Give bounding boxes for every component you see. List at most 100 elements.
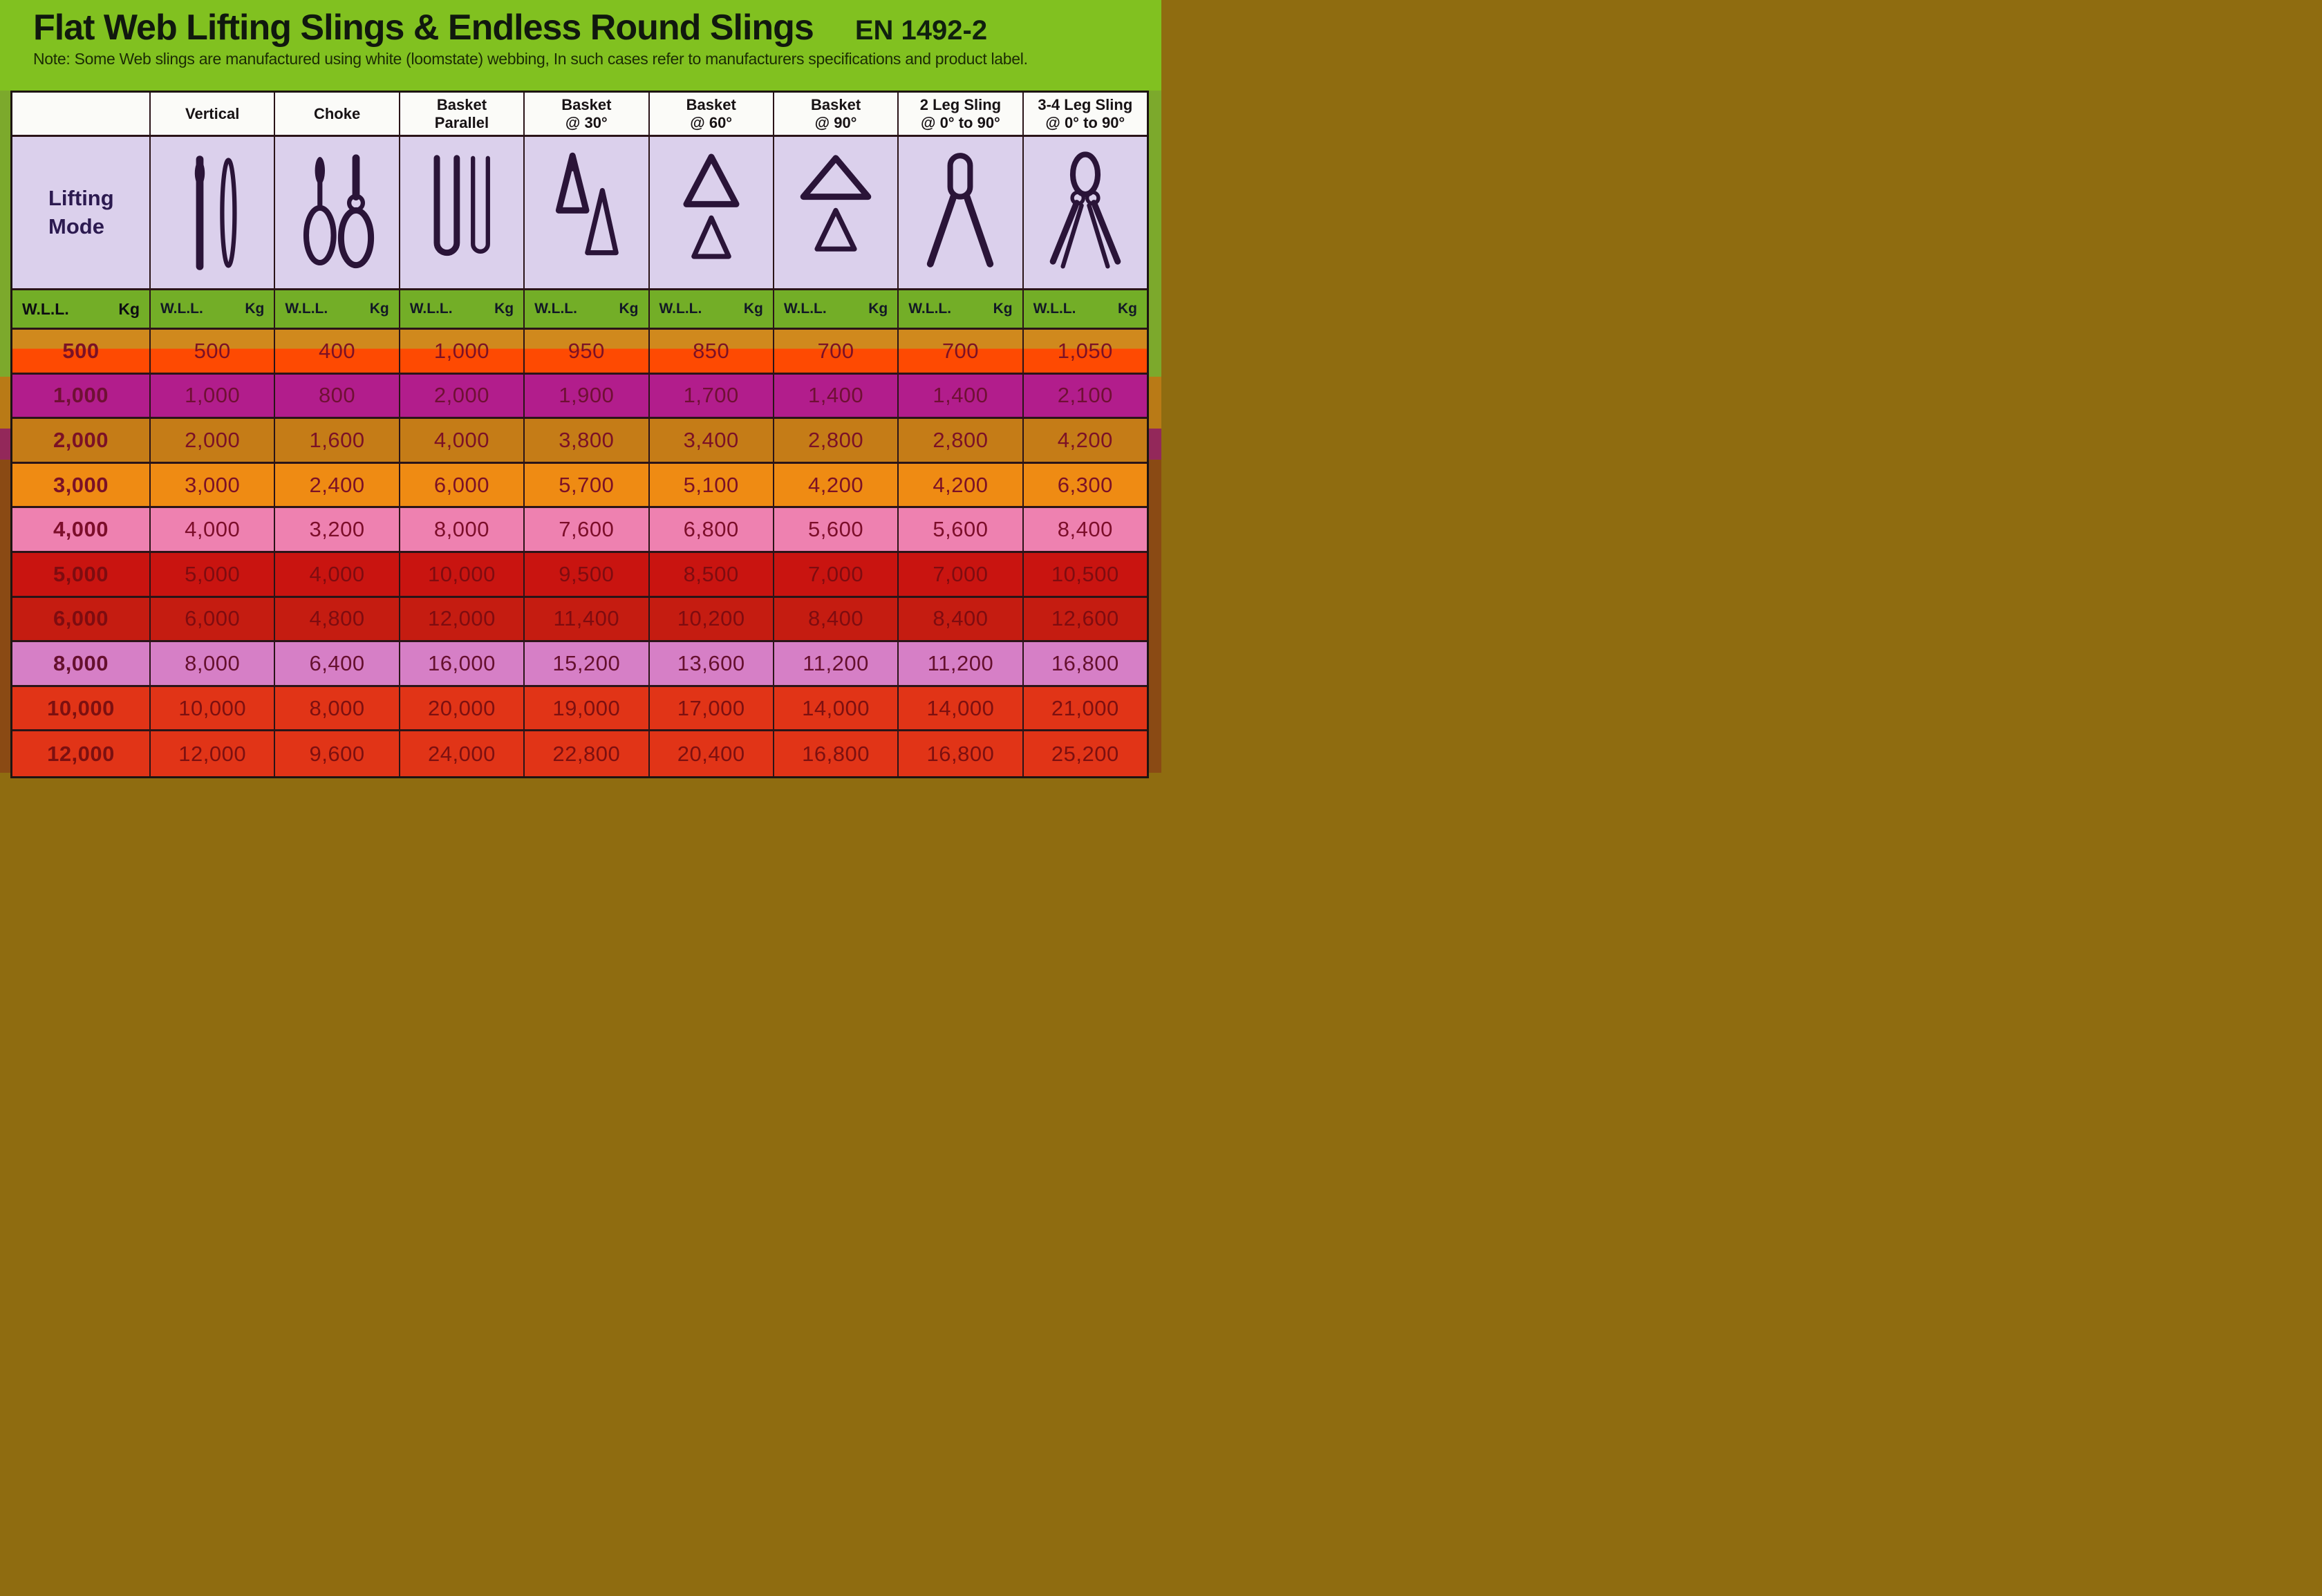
sling-load-chart-page: Flat Web Lifting Slings & Endless Round … [0, 0, 1161, 798]
data-cell: 4,200 [899, 463, 1024, 509]
data-cell: 12,000 [400, 597, 525, 643]
data-cell: 11,400 [525, 597, 650, 643]
data-cell: 3,200 [275, 508, 400, 553]
data-cell: 1,000 [151, 374, 276, 420]
data-cell: 3,400 [649, 419, 774, 464]
row-wll-cell: 5,000 [12, 552, 151, 598]
data-cell: 1,700 [649, 374, 774, 420]
multi-leg-sling-icon [1042, 147, 1129, 279]
data-cell: 6,000 [400, 463, 525, 509]
data-cell: 13,600 [649, 642, 774, 687]
data-cell: 4,000 [275, 552, 400, 598]
lifting-mode-cell-basket-60 [649, 137, 774, 290]
table-row: 3,000 3,000 2,400 6,000 5,700 5,100 4,200 4,200… [12, 463, 1147, 509]
column-header-3-4-leg-sling: 3-4 Leg Sling @ 0° to 90° [1023, 93, 1147, 137]
data-cell: 1,400 [899, 374, 1024, 420]
data-cell: 16,800 [1023, 642, 1147, 687]
basket-60-icon [668, 147, 755, 279]
table-row: 6,000 6,000 4,800 12,000 11,400 10,200 8,400 8,… [12, 597, 1147, 643]
data-cell: 2,800 [774, 419, 899, 464]
column-header-line: @ 90° [814, 113, 857, 131]
data-cell: 8,400 [774, 597, 899, 643]
table-row: 2,000 2,000 1,600 4,000 3,800 3,400 2,800 2,800… [12, 419, 1147, 464]
row-wll-cell: 4,000 [12, 508, 151, 553]
data-cell: 400 [275, 330, 400, 375]
vertical-sling-icon [169, 147, 256, 279]
lifting-mode-cell-basket-30 [525, 137, 650, 290]
note-text: Note: Some Web slings are manufactured u… [33, 50, 1028, 68]
data-cell: 2,100 [1023, 375, 1147, 420]
row-wll-cell: 500 [12, 330, 151, 375]
data-cell: 5,000 [151, 552, 276, 598]
row-wll-cell: 12,000 [12, 731, 151, 776]
column-header-line: 3-4 Leg Sling [1038, 96, 1133, 114]
data-cell: 3,800 [525, 419, 650, 464]
lifting-mode-cell-3-4-leg-sling [1023, 137, 1147, 290]
column-header-basket-30: Basket @ 30° [525, 93, 650, 137]
data-cell: 6,300 [1023, 464, 1147, 509]
column-header-line: Basket [686, 96, 736, 114]
data-cell: 6,800 [649, 508, 774, 553]
wll-unit-cell: W.L.L. Kg [774, 290, 899, 330]
data-cell: 7,600 [525, 508, 650, 553]
data-cell: 4,800 [275, 597, 400, 643]
data-cell: 950 [525, 330, 650, 375]
column-header-line: @ 30° [565, 113, 608, 131]
column-header-line: Basket [436, 96, 487, 114]
data-cell: 24,000 [400, 731, 525, 776]
data-cell: 7,000 [899, 552, 1024, 598]
data-cell: 2,000 [151, 419, 276, 464]
row-wll-cell: 1,000 [12, 374, 151, 420]
lifting-mode-cell-basket-90 [774, 137, 899, 290]
data-cell: 5,600 [899, 508, 1024, 553]
data-cell: 4,200 [774, 463, 899, 509]
data-cell: 8,400 [1023, 508, 1147, 553]
column-header-basket-60: Basket @ 60° [649, 93, 774, 137]
data-cell: 1,400 [774, 374, 899, 420]
column-header-basket-parallel: Basket Parallel [400, 93, 525, 137]
data-cell: 14,000 [774, 686, 899, 732]
table-row: 8,000 8,000 6,400 16,000 15,200 13,600 11,200 1… [12, 642, 1147, 687]
row-wll-cell: 2,000 [12, 419, 151, 464]
row-wll-cell: 3,000 [12, 463, 151, 509]
row-wll-cell: 8,000 [12, 642, 151, 687]
data-cell: 17,000 [649, 686, 774, 732]
data-cell: 21,000 [1023, 687, 1147, 732]
data-cell: 2,400 [275, 463, 400, 509]
data-cell: 25,200 [1051, 741, 1119, 766]
lifting-mode-cell-choke [275, 137, 400, 290]
table-row: 10,000 10,000 8,000 20,000 19,000 17,000 14,00… [12, 686, 1147, 732]
basket-parallel-icon [418, 147, 505, 279]
wll-unit-cell: W.L.L. Kg [649, 290, 774, 330]
column-header-basket-90: Basket @ 90° [774, 93, 899, 137]
choke-sling-icon [294, 147, 381, 279]
data-cell: 12,000 [151, 731, 276, 776]
wll-unit-cell: W.L.L. Kg [151, 290, 276, 330]
data-cell: 8,000 [151, 642, 276, 687]
data-cell: 12,600 [1023, 598, 1147, 643]
column-header-line: Vertical [185, 104, 240, 122]
standard-reference: EN 1492-2 [854, 15, 988, 46]
data-cell: 4,200 [1023, 419, 1147, 464]
data-cell: 500 [151, 330, 276, 375]
column-header-line: 2 Leg Sling [919, 96, 1002, 114]
data-cell: 5,600 [774, 508, 899, 553]
lifting-mode-cell-2-leg-sling [899, 137, 1024, 290]
row-wll-cell: 10,000 [12, 686, 151, 732]
data-cell: 10,200 [649, 597, 774, 643]
data-cell: 3,000 [151, 463, 276, 509]
data-cell: 5,100 [649, 463, 774, 509]
wll-unit-cell: W.L.L. Kg [1023, 290, 1147, 330]
wll-unit-cell: W.L.L. Kg [525, 290, 650, 330]
basket-90-icon [792, 147, 879, 279]
data-cell: 6,400 [275, 642, 400, 687]
data-cell: 1,050 [1023, 330, 1147, 375]
data-cell: 11,200 [774, 642, 899, 687]
table-row: 1,000 1,000 800 2,000 1,900 1,700 1,400 1,400 2,… [12, 374, 1147, 420]
data-cell: 11,200 [899, 642, 1024, 687]
data-cell: 800 [275, 374, 400, 420]
data-cell: 700 [774, 330, 899, 375]
data-cell: 850 [649, 330, 774, 375]
column-header-vertical: Vertical [151, 93, 276, 137]
table-row: 500 500 400 1,000 950 850 700 700 1,050 [12, 330, 1147, 375]
